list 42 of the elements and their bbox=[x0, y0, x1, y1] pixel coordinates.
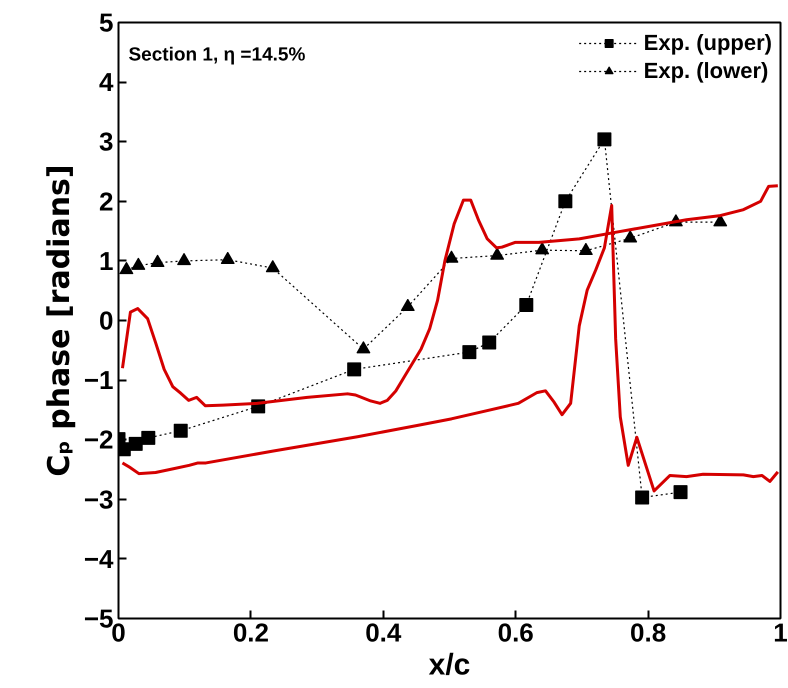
y-tick-label: −3 bbox=[84, 484, 114, 514]
x-tick-label: 0.2 bbox=[232, 618, 269, 648]
point bbox=[400, 298, 415, 312]
x-tick-label: 1 bbox=[773, 618, 788, 648]
point bbox=[266, 260, 280, 272]
point bbox=[131, 258, 146, 270]
point bbox=[444, 250, 458, 263]
point bbox=[174, 424, 188, 438]
point bbox=[220, 252, 235, 264]
y-tick-label: 5 bbox=[99, 8, 114, 38]
x-tick-label: 0.6 bbox=[498, 618, 534, 648]
x-axis-title: x/c bbox=[428, 648, 470, 682]
point bbox=[623, 230, 638, 243]
y-tick-label: −1 bbox=[84, 365, 114, 396]
annotation: Section 1, η =14.5% bbox=[128, 44, 306, 66]
y-tick-label: −4 bbox=[84, 544, 114, 574]
y-tick-label: 2 bbox=[99, 186, 114, 216]
point bbox=[462, 345, 476, 360]
x-tick-label: 0.4 bbox=[365, 618, 402, 648]
point bbox=[674, 485, 688, 500]
y-tick-label: 1 bbox=[99, 246, 114, 276]
point bbox=[177, 252, 192, 266]
point bbox=[150, 254, 165, 267]
y-tick-label: 0 bbox=[99, 306, 114, 336]
point bbox=[347, 362, 362, 376]
y-tick-label: 4 bbox=[99, 67, 114, 98]
y-axis-title: Cₚ phase [radians] bbox=[42, 164, 77, 477]
point bbox=[482, 336, 496, 350]
point bbox=[713, 214, 728, 226]
x-tick-label: 0.8 bbox=[630, 618, 666, 648]
point bbox=[490, 248, 504, 260]
point bbox=[128, 436, 143, 451]
point bbox=[535, 242, 550, 254]
point bbox=[356, 341, 370, 354]
legend-label: Exp. (lower) bbox=[644, 58, 768, 84]
point bbox=[119, 262, 134, 274]
y-tick-label: 3 bbox=[99, 126, 114, 157]
point bbox=[141, 430, 156, 445]
point bbox=[635, 490, 650, 505]
point bbox=[578, 242, 593, 256]
y-tick-label: −2 bbox=[84, 424, 114, 455]
legend-label: Exp. (upper) bbox=[644, 30, 772, 56]
